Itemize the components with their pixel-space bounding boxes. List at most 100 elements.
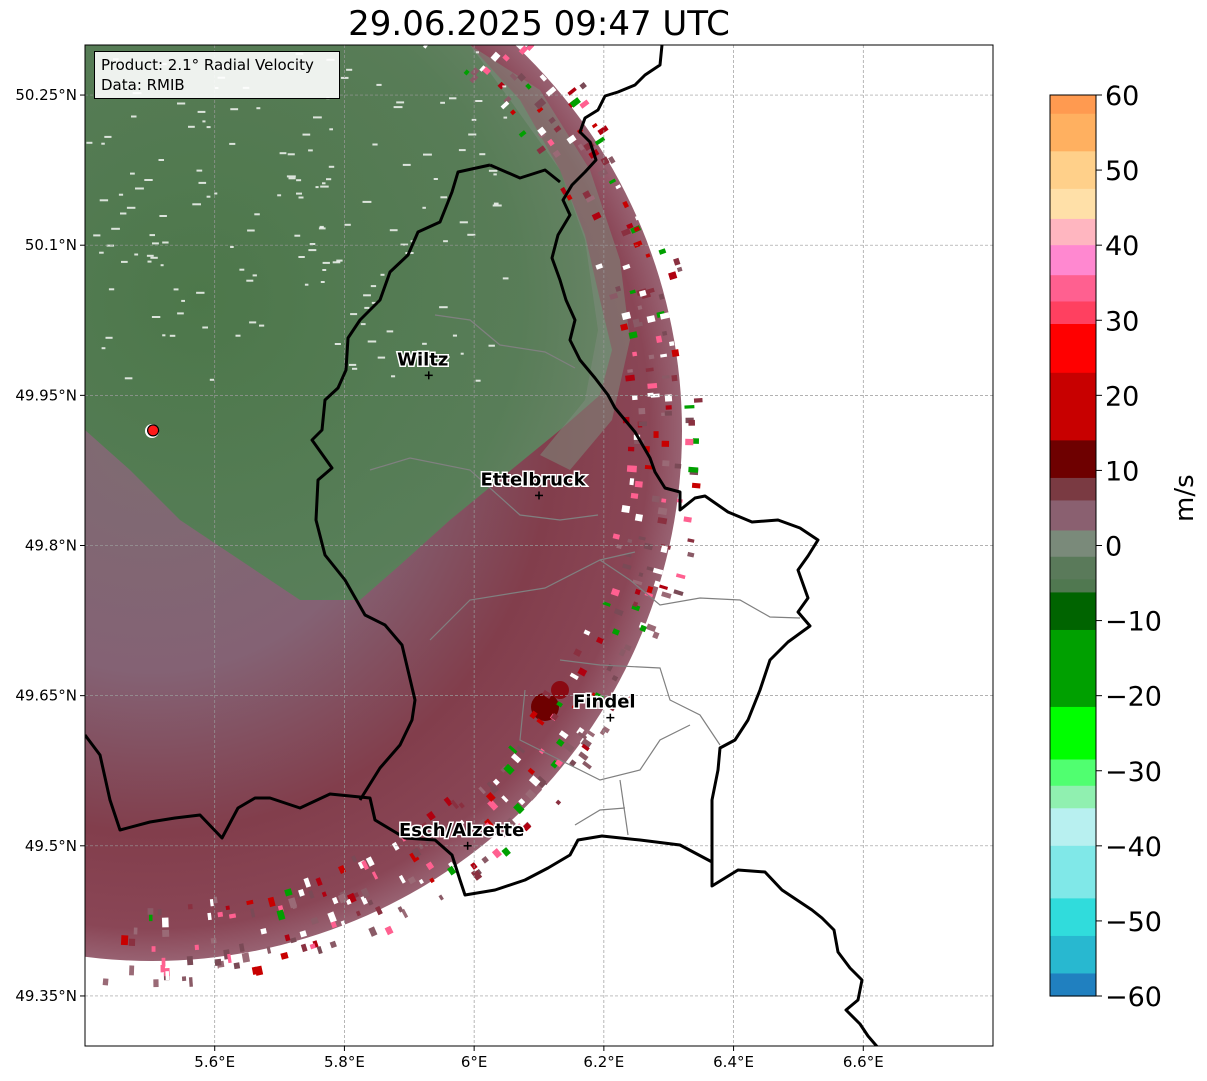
colorbar-segment <box>1050 360 1096 374</box>
colorbar-segment <box>1050 800 1096 804</box>
echo-speckle <box>610 587 621 597</box>
colorbar-segment <box>1050 571 1096 577</box>
echo-speckle <box>233 962 241 970</box>
echo-gap <box>252 274 257 277</box>
colorbar-segment <box>1050 157 1096 165</box>
echo-speckle <box>662 460 670 467</box>
echo-gap <box>502 85 507 88</box>
echo-gap <box>162 241 169 244</box>
colorbar-segment <box>1050 182 1096 190</box>
colorbar-segment <box>1050 775 1096 782</box>
colorbar-segment <box>1050 579 1096 584</box>
echo-gap <box>162 334 166 337</box>
colorbar-segment <box>1050 420 1096 431</box>
echo-gap <box>206 195 211 198</box>
echo-speckle <box>188 977 193 987</box>
echo-speckle <box>290 899 297 910</box>
x-tick-label: 5.8°E <box>324 1053 365 1071</box>
echo-speckle <box>218 966 227 977</box>
echo-speckle <box>646 623 657 633</box>
echo-speckle <box>398 1 408 12</box>
echo-speckle <box>580 738 592 749</box>
echo-speckle <box>513 840 523 850</box>
echo-gap <box>188 125 195 128</box>
colorbar-segment <box>1050 883 1096 892</box>
echo-gap <box>308 149 313 152</box>
echo-speckle <box>361 860 369 871</box>
y-tick-label: 50.25°N <box>15 86 77 104</box>
echo-speckle <box>337 893 348 904</box>
echo-speckle <box>541 784 551 794</box>
echo-speckle <box>661 412 666 416</box>
echo-gap <box>449 97 457 100</box>
echo-speckle <box>668 271 678 281</box>
echo-gap <box>294 234 301 237</box>
echo-speckle <box>463 69 470 76</box>
colorbar-segment <box>1050 653 1096 667</box>
colorbar-segment <box>1050 665 1096 680</box>
echo-speckle <box>691 482 701 489</box>
colorbar-segment <box>1050 594 1096 607</box>
echo-gap <box>440 196 448 199</box>
echo-gap <box>131 115 137 118</box>
echo-speckle <box>421 0 430 1</box>
echo-speckle <box>653 431 659 438</box>
colorbar-segment <box>1050 586 1096 592</box>
echo-speckle <box>545 86 557 97</box>
echo-speckle <box>502 54 510 62</box>
echo-speckle <box>597 168 609 178</box>
echo-speckle <box>661 498 667 503</box>
colorbar-segment <box>1050 520 1096 527</box>
echo-speckle <box>573 648 582 657</box>
echo-gap <box>458 149 466 152</box>
borders <box>85 45 879 1046</box>
echo-speckle <box>657 637 666 646</box>
echo-speckle <box>638 407 646 415</box>
echo-speckle <box>120 935 129 946</box>
echo-gap <box>322 261 330 264</box>
echo-speckle <box>181 976 187 982</box>
echo-speckle <box>518 130 527 138</box>
colorbar-segment <box>1050 324 1096 329</box>
echo-gap <box>348 363 357 366</box>
echo-speckle <box>151 946 156 952</box>
city-label: Ettelbruck <box>480 469 586 490</box>
echo-gap <box>286 175 296 178</box>
echo-speckle <box>517 72 527 82</box>
colorbar-segment <box>1050 495 1096 502</box>
colorbar-segment <box>1050 641 1096 655</box>
echo-gap <box>362 200 372 203</box>
colorbar-segment <box>1050 545 1096 550</box>
radar-echo-layer <box>85 45 682 961</box>
echo-speckle <box>207 912 212 921</box>
colorbar-segment <box>1050 207 1096 212</box>
colorbar-segment <box>1050 482 1096 487</box>
colorbar-segment <box>1050 472 1096 477</box>
echo-gap <box>320 281 325 283</box>
echo-speckle <box>692 438 699 444</box>
colorbar-segment <box>1050 790 1096 797</box>
colorbar-segment <box>1050 265 1096 271</box>
echo-gap <box>475 51 479 54</box>
echo-speckle <box>673 257 681 266</box>
colorbar-tick-label: −30 <box>1105 757 1162 788</box>
echo-speckle <box>652 631 660 640</box>
colorbar-segment <box>1050 805 1096 809</box>
colorbar-segment <box>1050 230 1096 236</box>
echo-speckle <box>522 822 532 832</box>
echo-gap <box>86 141 93 144</box>
echo-gap <box>214 192 218 195</box>
echo-speckle <box>566 134 577 145</box>
product-label: Product: 2.1° Radial Velocity <box>101 56 314 74</box>
echo-speckle <box>161 957 166 967</box>
echo-speckle <box>327 911 337 923</box>
colorbar-segment <box>1050 235 1096 241</box>
echo-speckle <box>367 899 374 906</box>
echo-speckle <box>505 821 512 828</box>
echo-speckle <box>331 896 339 905</box>
echo-speckle <box>370 10 376 16</box>
echo-speckle <box>438 894 444 901</box>
echo-gap <box>173 288 179 291</box>
echo-speckle <box>133 927 138 935</box>
echo-speckle <box>658 584 669 590</box>
